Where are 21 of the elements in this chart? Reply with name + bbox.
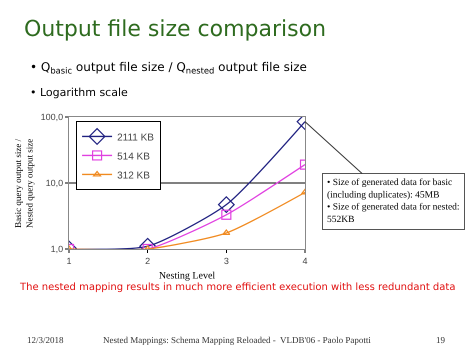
x-tick-label: 3 [224,256,229,266]
x-tick-label: 4 [302,256,308,266]
text: • Logarithm scale [30,86,128,99]
legend-label: 312 KB [117,170,150,182]
y-tick-label: 10,0 [46,178,64,188]
legend-label: 514 KB [117,151,150,162]
text: Nested Mappings: Schema Mapping Reloaded - VLDB'06 - Paolo Papotti [103,335,372,345]
x-tick-label: 2 [145,256,150,266]
text: The nested mapping results in much more efficient execution with less redundant data [19,282,456,293]
x-tick-label: 1 [66,256,72,266]
chart-title: Output file size comparison [24,17,326,42]
legend-label: 2111 KB [117,132,154,144]
y-axis-title: Basic query output size / Nested query output size [13,138,35,228]
chart-subtitle: • Q$_{basic}$ output file size / Q$_{nested}$ output file size [30,60,307,76]
annotation: • Size of generated data for basic (including duplicates): 45MB • Size of generated data for nested: 552KB [327,178,460,226]
text: 12/3/2018 [27,335,64,345]
text: 19 [436,335,446,345]
y-tick-label: 1,0 [50,244,64,254]
y-tick-label: 100,0 [40,112,64,122]
x-axis-title: Nesting Level [158,270,216,282]
point [218,196,235,214]
